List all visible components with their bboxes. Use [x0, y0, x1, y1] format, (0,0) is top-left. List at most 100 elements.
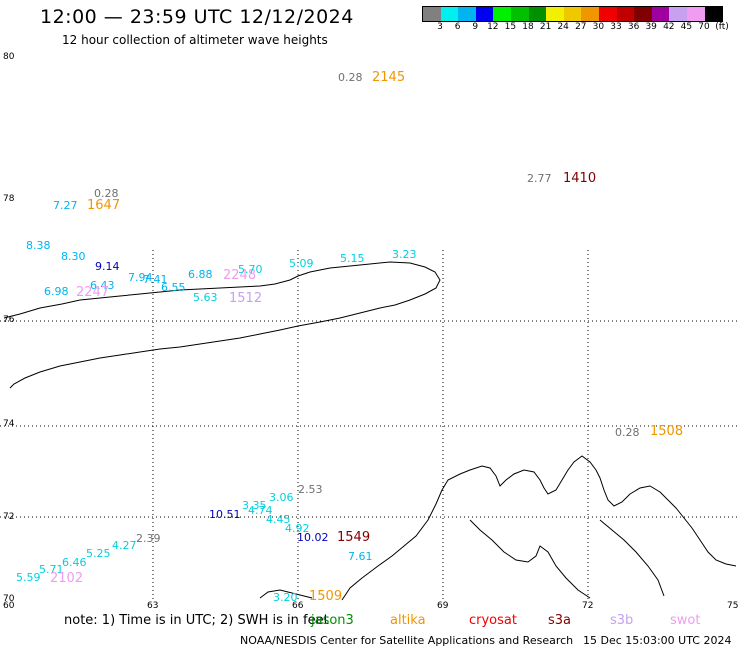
color-scale-tick: 6 [454, 22, 461, 32]
wave-height-label: 3.06 [269, 491, 294, 504]
coastline-novaya-zemlya-north [3, 261, 441, 389]
pass-time-label: 1512 [229, 291, 263, 306]
lat-label-74: 74 [3, 419, 15, 429]
color-scale-tick: 3 [437, 22, 443, 32]
wave-height-label: 5.70 [238, 263, 263, 276]
map-title: 12:00 — 23:59 UTC 12/12/2024 [40, 6, 354, 28]
wave-height-label: 2.77 [527, 172, 552, 185]
color-scale-unit: (ft) [715, 22, 729, 32]
color-scale-tick: 33 [610, 22, 622, 32]
color-swatch [546, 7, 564, 21]
color-swatch [423, 7, 441, 21]
lon-label-63: 63 [147, 601, 159, 611]
color-swatch [475, 7, 494, 21]
wave-height-label: 4.74 [248, 504, 273, 517]
wave-height-label: 5.59 [16, 571, 41, 584]
pass-time-label: 1508 [650, 424, 684, 439]
wave-height-label: 7.61 [348, 550, 373, 563]
color-scale-tick: 15 [504, 22, 517, 32]
lon-label-60: 60 [3, 601, 15, 611]
lat-label-72: 72 [3, 512, 15, 522]
color-swatch [563, 7, 582, 21]
color-swatch [581, 7, 599, 21]
color-scale-tick: 24 [557, 22, 569, 32]
satellite-legend-altika: altika [390, 613, 426, 628]
satellite-legend-jason3: jason3 [311, 613, 354, 628]
wave-height-label: 8.30 [61, 250, 86, 263]
lat-gridlines [0, 320, 740, 518]
color-swatch [510, 7, 529, 21]
wave-height-label: 6.43 [90, 279, 115, 292]
color-swatch [493, 7, 511, 21]
wave-height-label: 4.27 [112, 539, 137, 552]
color-swatch [634, 7, 652, 21]
color-swatch [440, 7, 459, 21]
wave-height-label: 3.23 [392, 248, 417, 261]
color-swatch [458, 7, 476, 21]
pass-time-label: 2248 [223, 268, 257, 283]
lat-label-78: 78 [3, 194, 15, 204]
color-scale-tick: 27 [575, 22, 587, 32]
wave-height-label: 7.41 [143, 273, 168, 286]
wave-height-label: 5.63 [193, 291, 218, 304]
lon-label-69: 69 [437, 601, 449, 611]
pass-time-label: 2102 [50, 571, 84, 586]
pass-time-label: 1410 [563, 171, 597, 186]
color-swatch [651, 7, 670, 21]
color-scale-tick: 45 [680, 22, 693, 32]
wave-height-label: 2.53 [298, 483, 323, 496]
wave-height-label: 10.51 [209, 508, 241, 521]
lat-label-76: 76 [3, 315, 15, 325]
pass-time-label: 2145 [372, 70, 406, 85]
lat-label-70: 70 [3, 594, 15, 604]
wave-height-label: 2.39 [136, 532, 161, 545]
coastline-mainland [341, 455, 737, 601]
coastline [3, 261, 737, 601]
color-scale-tick: 12 [487, 22, 499, 32]
map-subtitle: 12 hour collection of altimeter wave hei… [62, 33, 328, 47]
wave-height-label: 9.14 [95, 260, 120, 273]
wave-height-label: 6.46 [62, 556, 87, 569]
pass-time-label: 2247 [76, 285, 110, 300]
wave-height-label: 10.02 [297, 531, 329, 544]
wave-height-label: 4.45 [266, 513, 291, 526]
lon-label-72: 72 [582, 601, 594, 611]
wave-height-label: 6.55 [161, 281, 186, 294]
color-swatch [598, 7, 617, 21]
color-scale-tick: 9 [472, 22, 479, 32]
color-swatch [669, 7, 687, 21]
wave-height-label: 4.92 [285, 522, 310, 535]
color-swatch [704, 7, 723, 21]
wave-height-label: 5.25 [86, 547, 111, 560]
color-scale-tick: 36 [627, 22, 640, 32]
lon-label-75: 75 [727, 601, 739, 611]
color-scale-tick: 18 [522, 22, 534, 32]
wave-height-label: 5.15 [340, 252, 365, 265]
color-scale-tick: 70 [698, 22, 710, 32]
coastline-peninsula [599, 519, 665, 597]
pass-time-label: 1509 [309, 589, 343, 604]
wave-height-label: 0.28 [615, 426, 640, 439]
color-swatch [616, 7, 635, 21]
wave-height-label: 6.98 [44, 285, 69, 298]
pass-time-label: 1647 [87, 198, 121, 213]
wave-height-label: 3.20 [273, 591, 298, 604]
satellite-legend-s3a: s3a [548, 613, 572, 628]
credit-line: NOAA/NESDIS Center for Satellite Applica… [240, 634, 574, 647]
lon-label-66: 66 [292, 601, 304, 611]
color-scale-tick: 42 [663, 22, 675, 32]
footer-note: note: 1) Time is in UTC; 2) SWH is in fe… [64, 613, 329, 628]
wave-height-label: 5.09 [289, 257, 314, 270]
wave-height-label: 5.71 [39, 563, 64, 576]
wave-height-label: 6.88 [188, 268, 213, 281]
wave-height-label: 7.27 [53, 199, 78, 212]
color-swatch [528, 7, 547, 21]
wave-height-label: 0.28 [94, 187, 119, 200]
color-scale-tick: 39 [645, 22, 657, 32]
wave-height-label: 3.35 [242, 499, 267, 512]
satellite-legend-cryosat: cryosat [469, 613, 517, 628]
wave-height-label: 0.28 [338, 71, 363, 84]
color-scale-tick: 30 [592, 22, 605, 32]
coastline-gulf [469, 519, 591, 599]
color-swatch [686, 7, 705, 21]
